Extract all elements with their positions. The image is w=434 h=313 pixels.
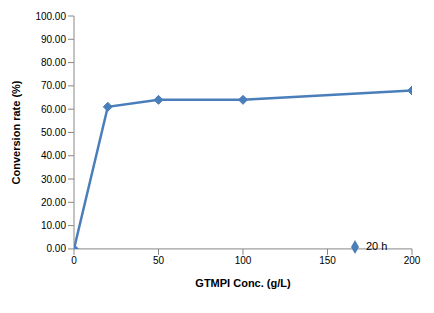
svg-text:50.00: 50.00 <box>41 127 66 138</box>
svg-text:60.00: 60.00 <box>41 104 66 115</box>
svg-text:100: 100 <box>235 255 252 266</box>
svg-text:10.00: 10.00 <box>41 220 66 231</box>
svg-text:40.00: 40.00 <box>41 150 66 161</box>
svg-text:100.00: 100.00 <box>35 11 66 22</box>
svg-text:50: 50 <box>153 255 165 266</box>
svg-text:0: 0 <box>71 255 77 266</box>
html-text:20 h: 20 h <box>366 240 388 252</box>
svg-text:90.00: 90.00 <box>41 34 66 45</box>
svg-text:GTMPI Conc. (g/L): GTMPI Conc. (g/L) <box>195 277 291 289</box>
svg-text:20.00: 20.00 <box>41 197 66 208</box>
svg-text:30.00: 30.00 <box>41 174 66 185</box>
svg-text:150: 150 <box>319 255 336 266</box>
svg-text:0.00: 0.00 <box>47 243 67 254</box>
svg-text:Conversion rate (%): Conversion rate (%) <box>10 80 22 184</box>
svg-text:200: 200 <box>404 255 421 266</box>
svg-text:80.00: 80.00 <box>41 57 66 68</box>
svg-text:70.00: 70.00 <box>41 80 66 91</box>
